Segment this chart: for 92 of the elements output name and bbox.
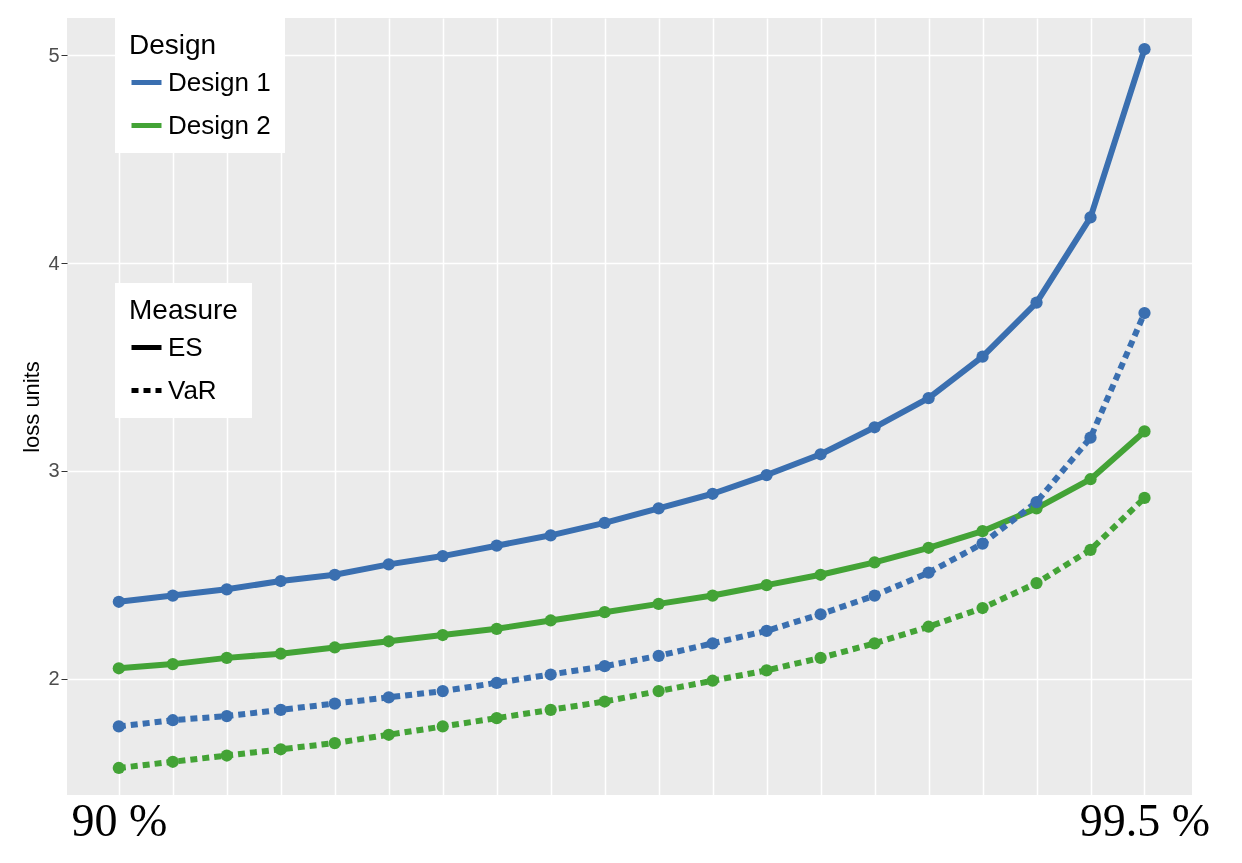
point [112, 720, 125, 733]
legend-title: Design [129, 29, 217, 60]
point [436, 628, 449, 642]
point [328, 641, 341, 654]
point [706, 637, 719, 650]
point [706, 487, 719, 500]
point [598, 516, 611, 529]
point [166, 755, 179, 768]
point [814, 448, 827, 461]
y-tick-label: 3 [48, 459, 60, 482]
point [436, 685, 449, 698]
point [1138, 425, 1151, 438]
point [166, 589, 179, 602]
point [112, 595, 125, 608]
y-axis-title: loss units [19, 361, 45, 453]
point [652, 685, 665, 698]
point [544, 703, 557, 716]
point [1084, 473, 1097, 486]
annotation: Measure [129, 294, 238, 325]
point [1084, 543, 1097, 556]
point [760, 579, 773, 592]
point [544, 529, 557, 542]
point [382, 691, 395, 704]
point [166, 714, 179, 727]
point [814, 608, 827, 621]
point [706, 589, 719, 602]
legend-label: Design 1 [168, 66, 271, 97]
point [544, 614, 557, 627]
point [490, 539, 503, 552]
y-tick-label: 2 [48, 667, 60, 690]
point [1030, 576, 1043, 590]
point [274, 703, 287, 716]
point [1138, 491, 1151, 505]
y-tick-label: 4 [48, 251, 60, 274]
point [220, 709, 233, 723]
point [436, 549, 449, 563]
point [652, 649, 665, 662]
point [976, 350, 989, 363]
point [598, 606, 611, 619]
point [1084, 431, 1097, 444]
point [976, 525, 989, 538]
point [490, 622, 503, 635]
point [868, 556, 881, 569]
point [1138, 306, 1151, 320]
point [1084, 211, 1097, 224]
y-tick-label: 5 [48, 43, 60, 66]
point [598, 695, 611, 708]
point [382, 635, 395, 648]
point [1030, 296, 1043, 309]
point [976, 537, 989, 550]
point [274, 574, 287, 588]
point [652, 502, 665, 515]
point [220, 651, 233, 664]
annotation: ES [168, 331, 203, 362]
legend-label: Design 2 [168, 109, 271, 140]
point [760, 468, 773, 482]
point [544, 668, 557, 681]
point [112, 761, 125, 775]
point [436, 720, 449, 733]
point [274, 647, 287, 660]
point [814, 651, 827, 664]
point [112, 662, 125, 675]
point [382, 728, 395, 741]
point [598, 660, 611, 673]
point [1138, 43, 1151, 56]
point [922, 620, 935, 633]
point [1030, 495, 1043, 509]
point [328, 736, 341, 750]
point [166, 658, 179, 671]
x-tick-label: 99.5 % [1079, 794, 1211, 846]
point [760, 664, 773, 677]
point [490, 676, 503, 689]
point [220, 749, 233, 762]
point [706, 674, 719, 687]
point [328, 697, 341, 710]
point [868, 637, 881, 650]
annotation: VaR [168, 374, 217, 405]
point [922, 566, 935, 579]
point [922, 392, 935, 405]
point [814, 568, 827, 581]
point [328, 568, 341, 581]
point [868, 589, 881, 602]
point [490, 712, 503, 725]
point [868, 421, 881, 434]
point [220, 583, 233, 596]
point [274, 743, 287, 756]
point [760, 624, 773, 637]
point [922, 541, 935, 554]
point [382, 558, 395, 571]
x-tick-label: 90 % [71, 794, 168, 846]
point [652, 597, 665, 610]
point [976, 601, 989, 615]
